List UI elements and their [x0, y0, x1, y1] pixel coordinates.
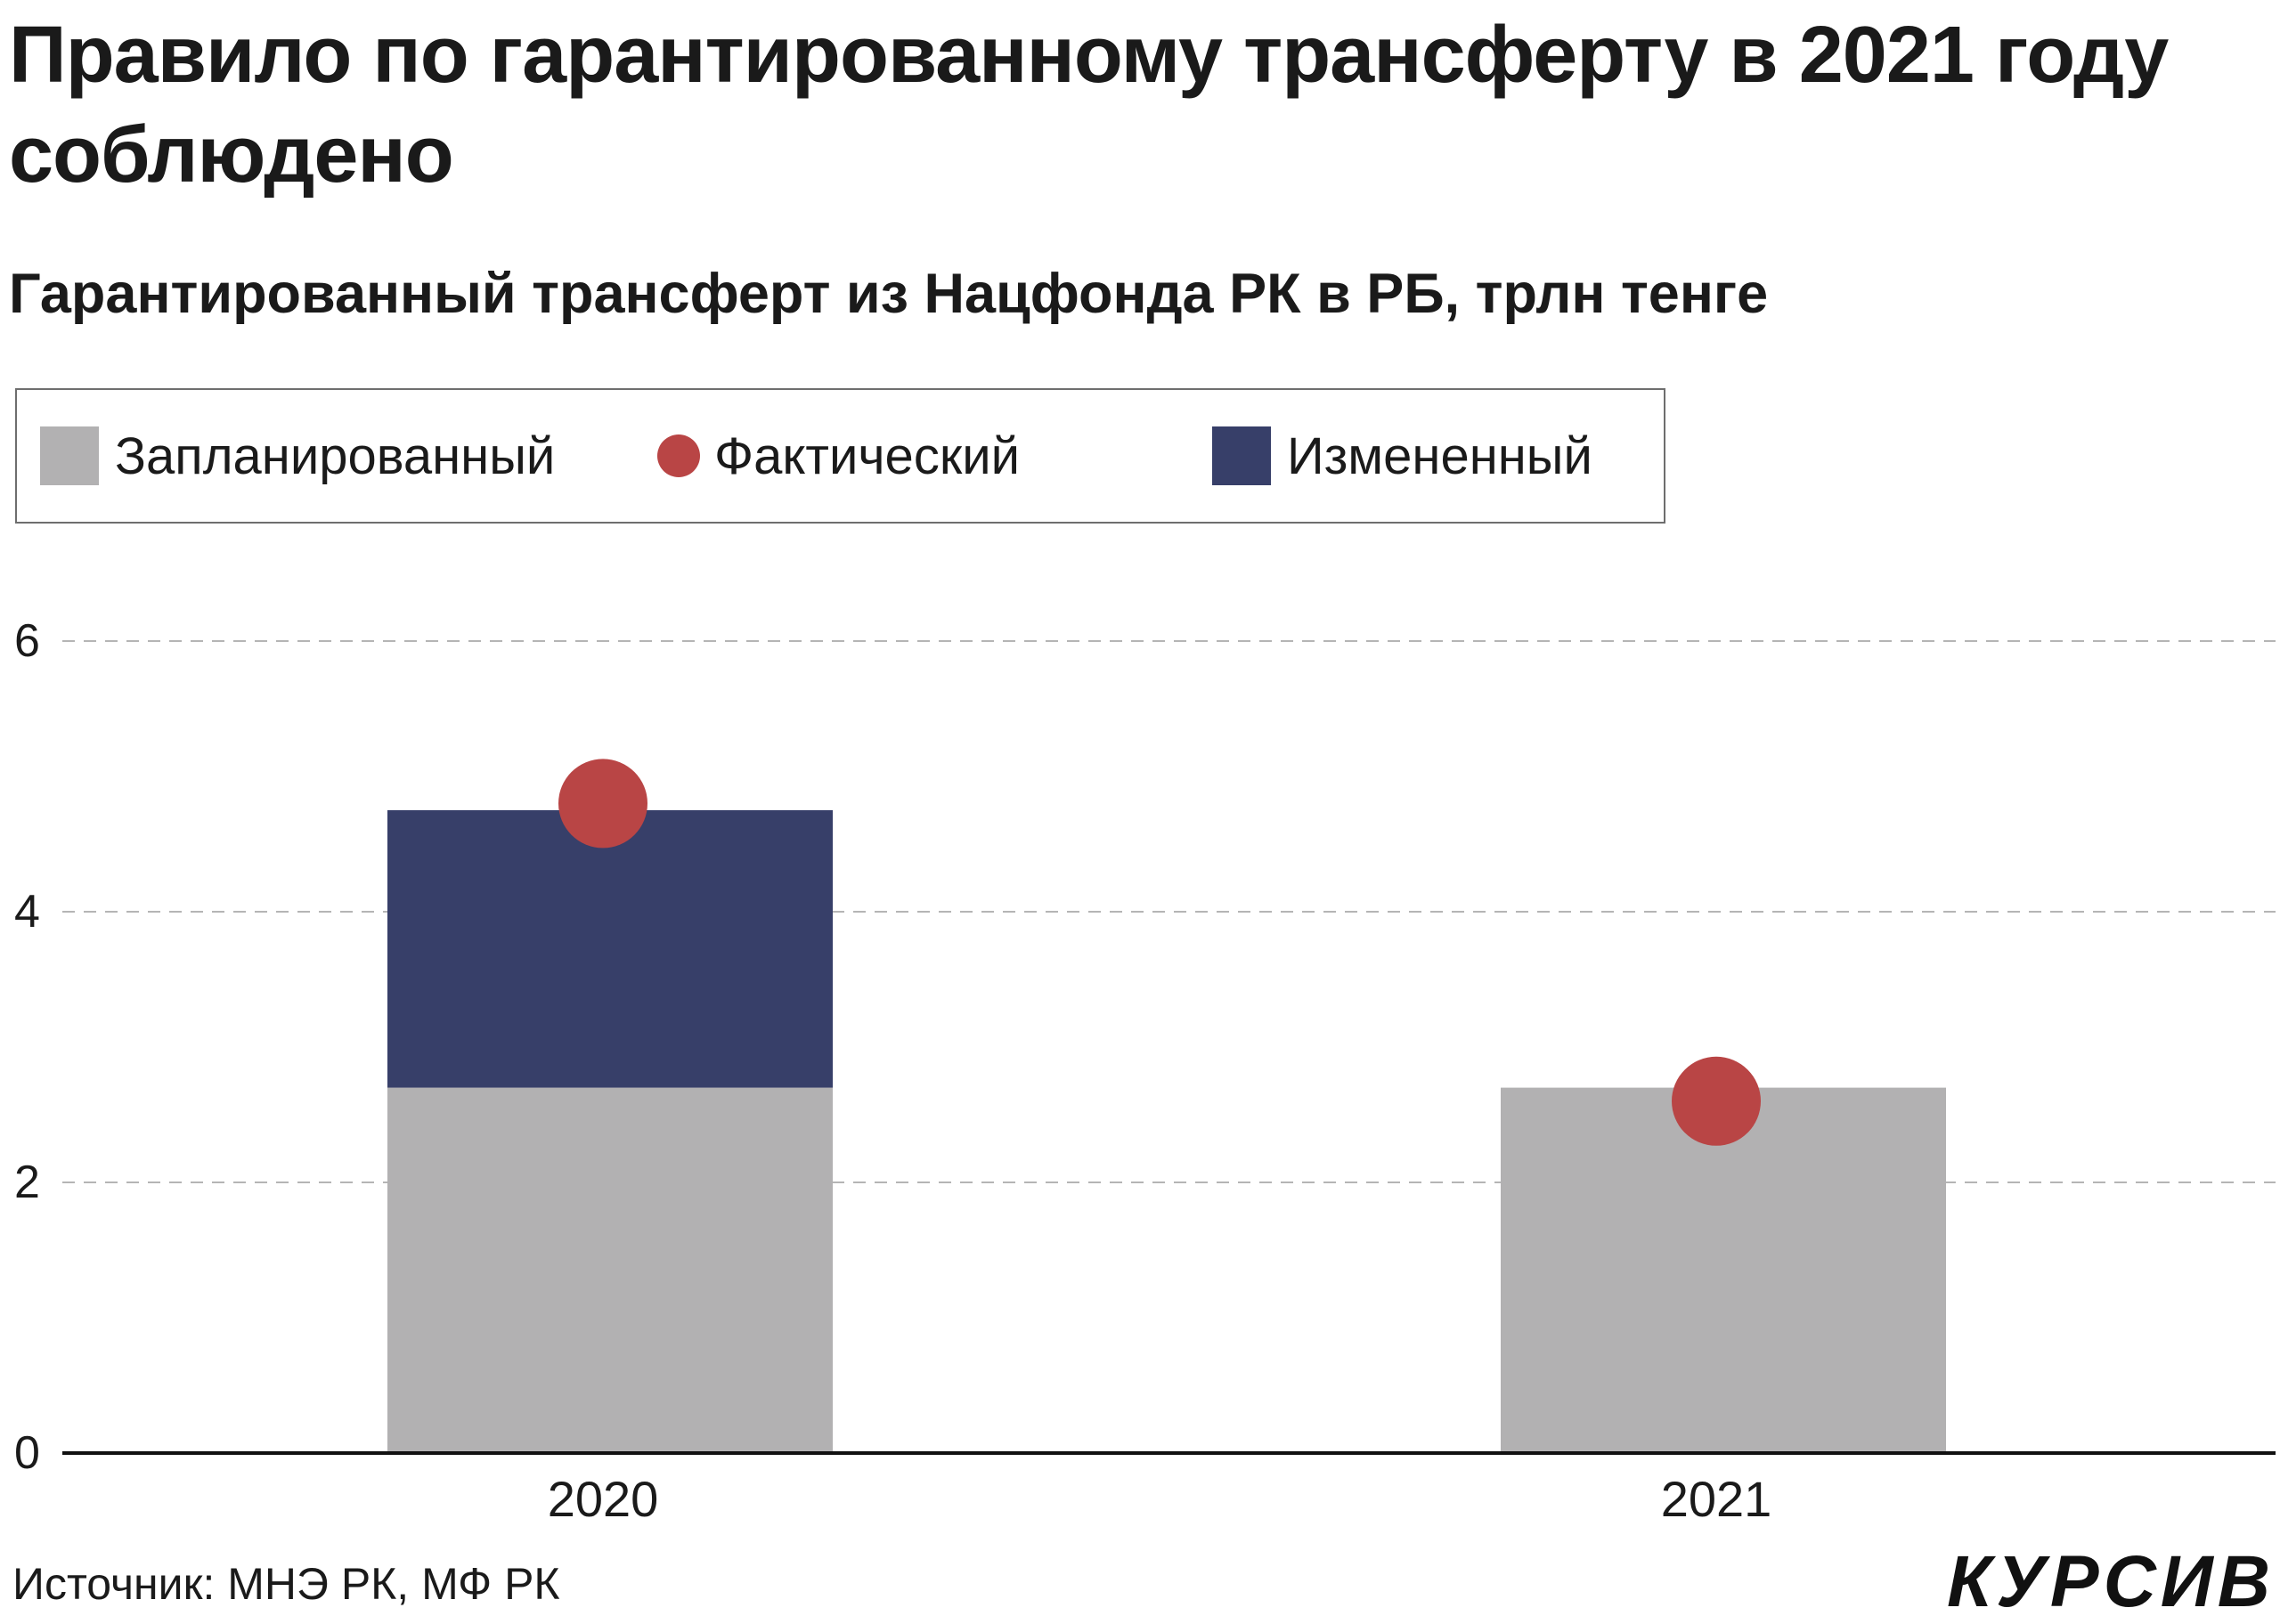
source-note: Источник: МНЭ РК, МФ РК	[12, 1559, 560, 1609]
legend-label-changed: Измененный	[1287, 426, 1592, 485]
legend-swatch-changed	[1212, 426, 1271, 485]
bar-2020-planned	[387, 1087, 833, 1453]
bar-2020-changed	[387, 810, 833, 1088]
chart-subtitle: Гарантированный трансферт из Нацфонда РК…	[9, 263, 1769, 325]
y-tick-label: 6	[14, 615, 40, 667]
legend-swatch-planned	[40, 426, 99, 485]
brand-logo: КУРСИВ	[1946, 1541, 2275, 1622]
legend-item-changed: Измененный	[1212, 390, 1592, 522]
bar-2021-planned	[1501, 1087, 1946, 1453]
legend-label-actual: Фактический	[714, 426, 1020, 485]
chart-title: Правило по гарантированному трансферту в…	[9, 11, 2169, 199]
legend-label-planned: Запланированный	[115, 426, 556, 485]
point-actual-2021	[1672, 1056, 1761, 1146]
legend-dot-actual	[657, 434, 700, 477]
legend-item-planned: Запланированный	[40, 390, 555, 522]
y-tick-label: 4	[14, 886, 40, 938]
chart-plot: 0 2 4 6 2020 2021	[14, 615, 2276, 1527]
legend: Запланированный Фактический Измененный	[15, 388, 1665, 524]
x-tick-label: 2020	[548, 1471, 659, 1527]
point-actual-2020	[558, 759, 647, 849]
y-tick-label: 2	[14, 1157, 40, 1208]
y-tick-label: 0	[14, 1427, 40, 1479]
legend-item-actual: Фактический	[657, 390, 1020, 522]
x-tick-label: 2021	[1661, 1471, 1772, 1527]
